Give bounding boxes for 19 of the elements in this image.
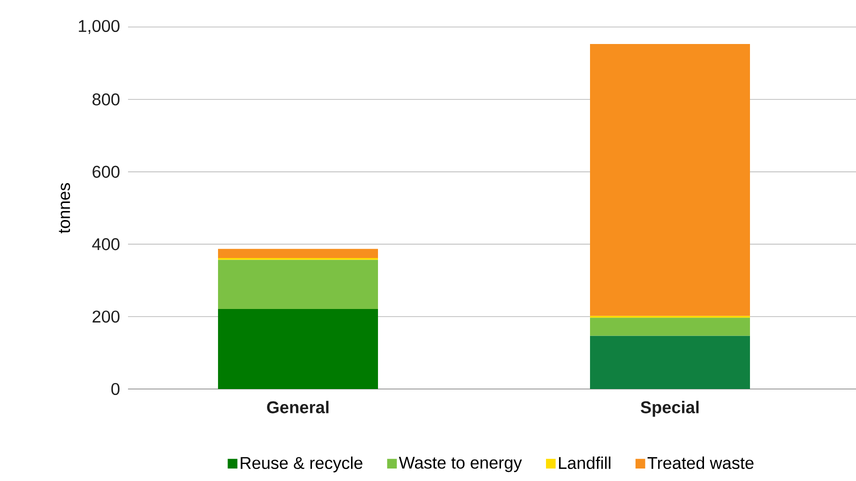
x-tick-label: General — [267, 400, 328, 414]
x-tick-label: Special — [640, 400, 699, 417]
legend-label: Landfill — [559, 456, 610, 470]
y-tick-label: 600 — [92, 166, 120, 178]
y-tick-label: 400 — [92, 238, 120, 250]
bar — [590, 44, 750, 316]
y-tick-label: 0 — [111, 382, 120, 396]
legend-label: Treated waste — [648, 456, 754, 470]
bar — [218, 248, 378, 258]
y-axis-title: tonnes — [58, 183, 70, 234]
bar — [590, 318, 750, 336]
bar — [218, 308, 378, 389]
y-tick-label: 1,000 — [78, 20, 120, 34]
y-tick-label: 800 — [92, 93, 120, 106]
y-tick-label: 200 — [92, 310, 120, 323]
legend-label: Waste to energy — [398, 456, 522, 472]
bar — [218, 260, 378, 309]
bar — [590, 336, 750, 389]
legend-label: Reuse & recycle — [240, 456, 362, 472]
